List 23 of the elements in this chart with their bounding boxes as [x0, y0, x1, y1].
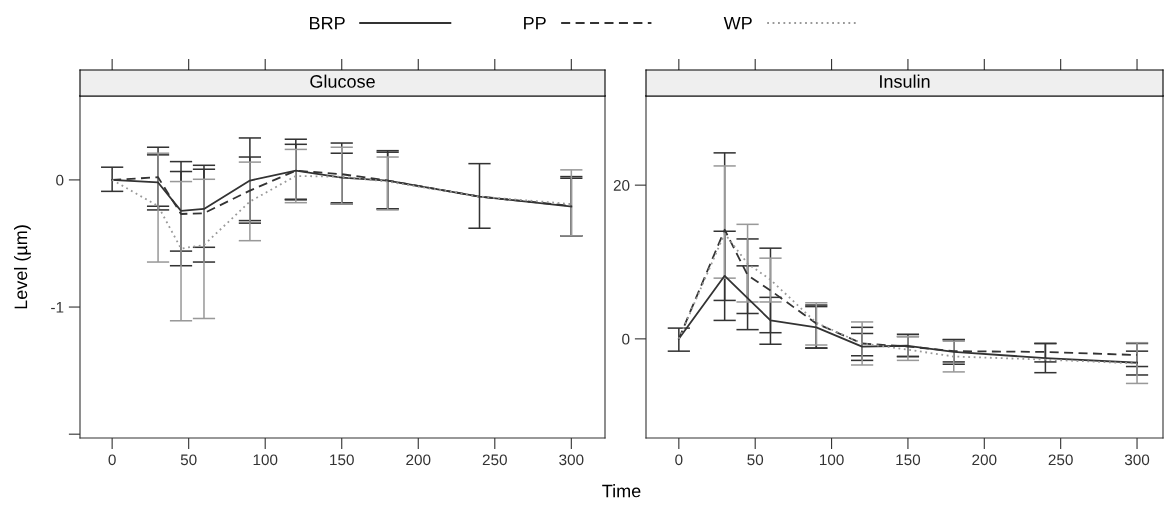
x-tick-label: 250: [482, 454, 507, 466]
x-tick-label: 100: [253, 454, 278, 466]
x-tick-label: 200: [406, 454, 431, 466]
legend-label: WP: [723, 16, 752, 30]
legend-label: PP: [524, 16, 546, 30]
legend-label: BRP: [310, 16, 345, 30]
x-tick-label: 0: [108, 454, 116, 466]
x-tick-label: 300: [1124, 454, 1150, 466]
x-tick-label: 300: [559, 454, 584, 466]
y-axis-title: Level (µm): [13, 225, 31, 309]
chart-title: Insulin: [880, 74, 930, 88]
y-tick-label: 20: [613, 180, 630, 191]
x-tick-label: 50: [180, 454, 197, 466]
y-tick-label: -1: [51, 302, 64, 313]
x-axis-title: Time: [602, 484, 641, 498]
chart-title: Glucose: [310, 74, 375, 88]
x-tick-label: 200: [972, 454, 997, 466]
x-tick-label: 150: [330, 454, 354, 466]
x-tick-label: 150: [896, 454, 921, 466]
x-tick-label: 0: [675, 454, 683, 466]
x-tick-label: 250: [1048, 454, 1073, 466]
x-tick-label: 100: [819, 454, 844, 466]
x-tick-label: 50: [747, 454, 764, 466]
